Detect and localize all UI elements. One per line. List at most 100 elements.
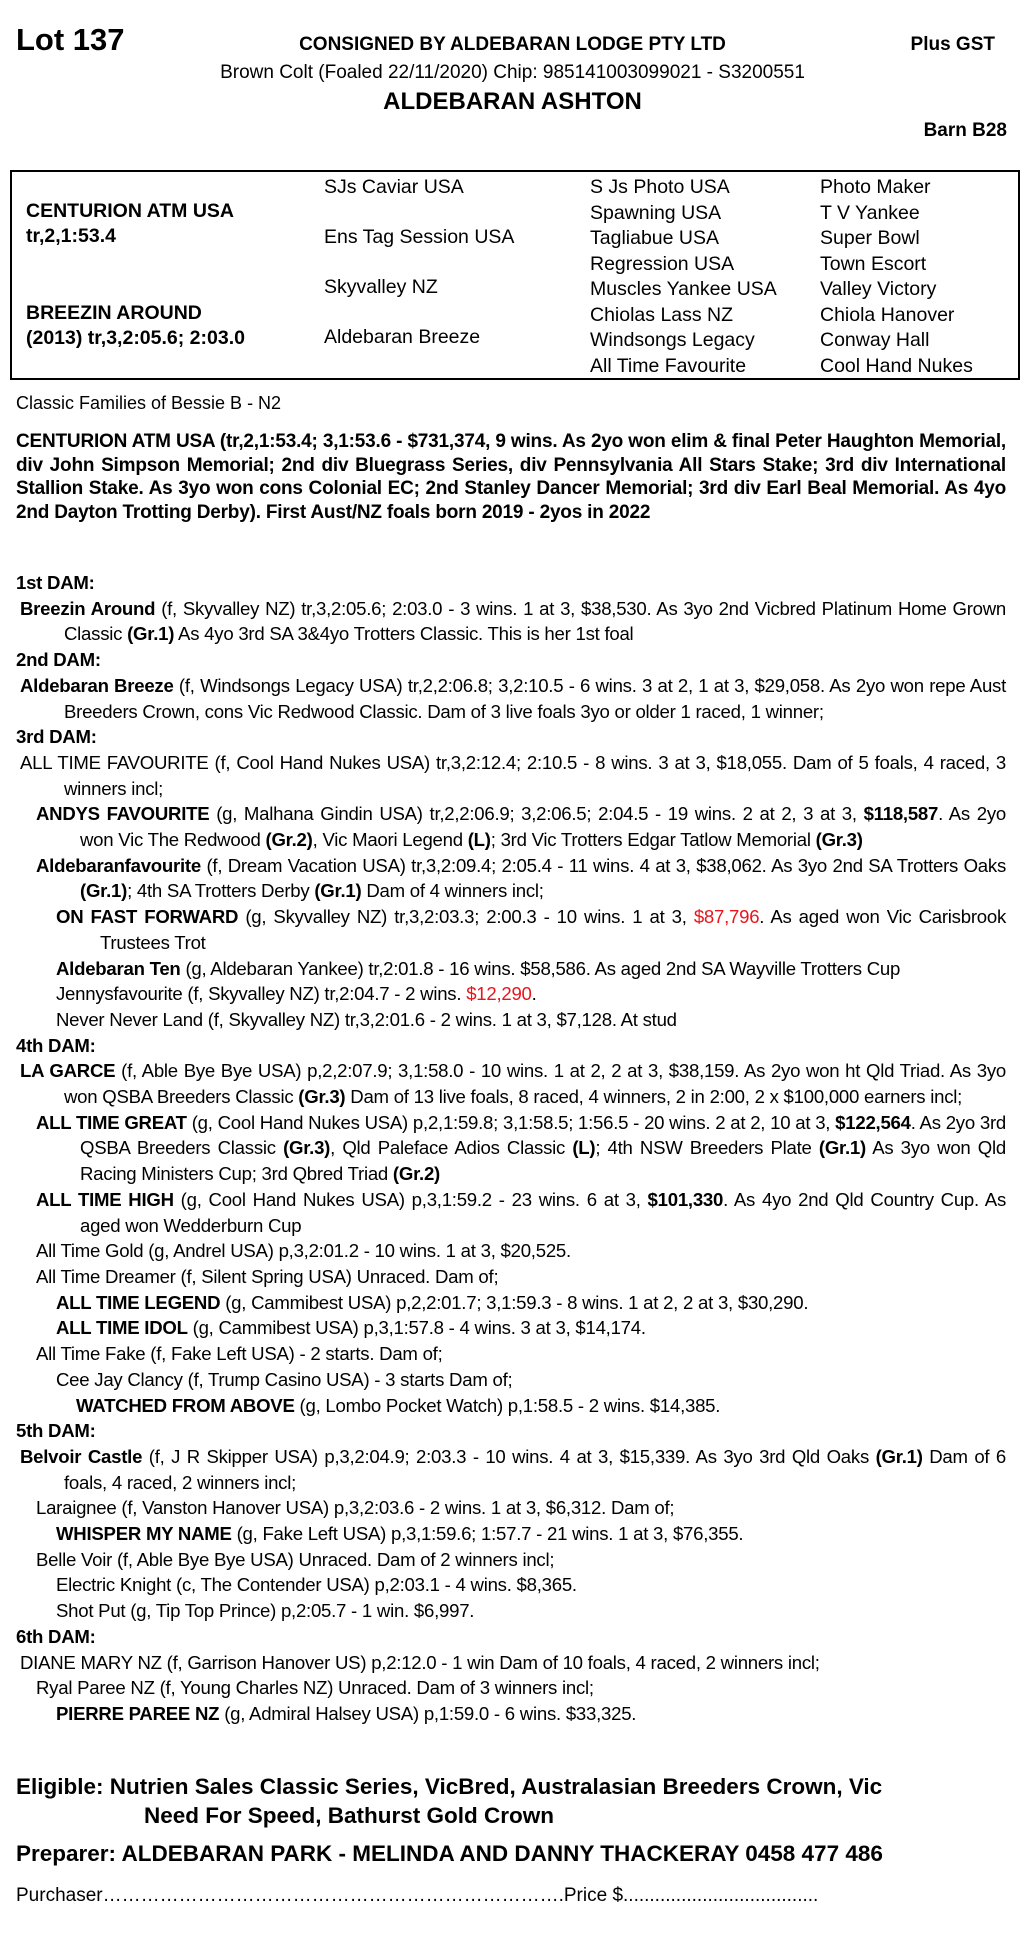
consignor: CONSIGNED BY ALDEBARAN LODGE PTY LTD: [299, 34, 726, 55]
horse-description: Brown Colt (Foaled 22/11/2020) Chip: 985…: [220, 62, 805, 83]
dam-heading: 2nd DAM:: [16, 649, 101, 671]
text: , Vic Maori Legend: [312, 829, 468, 851]
bold-text: LA GARCE: [20, 1060, 116, 1082]
pedigree-grandparent: Ens Tag Session USA: [324, 226, 515, 248]
text: Laraignee (f, Vanston Hanover USA) p,3,2…: [36, 1497, 675, 1519]
pedigree-entry: All Time Dreamer (f, Silent Spring USA) …: [16, 1264, 1006, 1290]
bold-text: (Gr.1): [818, 1137, 866, 1159]
bold-text: ALL TIME LEGEND: [56, 1291, 221, 1313]
pedigree-entry: Cee Jay Clancy (f, Trump Casino USA) - 3…: [16, 1367, 1006, 1393]
bold-text: $122,564: [835, 1111, 911, 1133]
pedigree-grandparent: Skyvalley NZ: [324, 276, 438, 298]
pedigree-ancestor: Chiola Hanover: [820, 303, 955, 326]
text: (g, Cammibest USA) p,2,2:01.7; 3,1:59.3 …: [220, 1291, 809, 1313]
pedigree-ancestor: Super Bowl: [820, 227, 920, 249]
text: . As 2yo won Vic The Redwood: [80, 803, 1006, 851]
horse-name: ALDEBARAN ASHTON: [383, 88, 642, 115]
pedigree-entry: ON FAST FORWARD (g, Skyvalley NZ) tr,3,2…: [16, 904, 1006, 955]
bold-text: WHISPER MY NAME: [56, 1523, 232, 1545]
pedigree-ancestor: Valley Victory: [820, 278, 937, 300]
text: . As aged won Vic Carisbrook Trustees Tr…: [100, 906, 1006, 953]
pedigree-entry: Never Never Land (f, Skyvalley NZ) tr,3,…: [16, 1007, 1006, 1033]
pedigree-entry: Laraignee (f, Vanston Hanover USA) p,3,2…: [16, 1495, 1006, 1521]
text: ALL TIME FAVOURITE (f, Cool Hand Nukes U…: [20, 751, 1006, 799]
bold-text: ALL TIME IDOL: [56, 1317, 188, 1339]
pedigree-grandparent: SJs Caviar USA: [324, 176, 464, 198]
text: Never Never Land (f, Skyvalley NZ) tr,3,…: [56, 1008, 677, 1030]
sire-record: tr,2,1:53.4: [26, 225, 116, 247]
dam-name: BREEZIN AROUND: [26, 302, 202, 324]
text: (g, Admiral Halsey USA) p,1:59.0 - 6 win…: [219, 1702, 637, 1724]
bold-text: (Gr.3): [298, 1086, 346, 1108]
pedigree-entry: All Time Gold (g, Andrel USA) p,3,2:01.2…: [16, 1238, 1006, 1264]
text: ; 4th NSW Breeders Plate: [595, 1137, 819, 1159]
pedigree-entry: Belvoir Castle (f, J R Skipper USA) p,3,…: [16, 1444, 1006, 1495]
pedigree-ancestor: All Time Favourite: [590, 354, 747, 377]
text: (f, Dream Vacation USA) tr,3,2:09.4; 2:0…: [200, 854, 1006, 876]
text: (g, Skyvalley NZ) tr,3,2:03.3; 2:00.3 - …: [238, 906, 694, 928]
purchaser-price-line: Purchaser……………………………………………………………….Price …: [16, 1885, 819, 1906]
pedigree-entry: WATCHED FROM ABOVE (g, Lombo Pocket Watc…: [16, 1393, 1006, 1419]
pedigree-ancestor: S Js Photo USA: [590, 176, 730, 198]
bold-text: Aldebaran Breeze: [20, 674, 174, 696]
pedigree-entry: Breezin Around (f, Skyvalley NZ) tr,3,2:…: [16, 596, 1006, 647]
sire-notes: CENTURION ATM USA (tr,2,1:53.4; 3,1:53.6…: [16, 431, 1006, 523]
pedigree-ancestor: T V Yankee: [820, 201, 920, 224]
eligibility-line: Eligible: Nutrien Sales Classic Series, …: [16, 1774, 883, 1799]
text: (f, Skyvalley NZ) tr,3,2:05.6; 2:03.0 - …: [64, 597, 1006, 645]
pedigree-ancestor: Windsongs Legacy: [590, 329, 755, 351]
lot-number: Lot 137: [16, 22, 125, 57]
bold-text: WATCHED FROM ABOVE: [76, 1394, 295, 1416]
bold-text: Aldebaranfavourite: [36, 854, 201, 876]
pedigree-entry: All Time Fake (f, Fake Left USA) - 2 sta…: [16, 1341, 1006, 1367]
pedigree-ancestor: Photo Maker: [820, 176, 931, 198]
bold-text: ALL TIME HIGH: [36, 1188, 174, 1210]
eligibility: Eligible: Nutrien Sales Classic Series, …: [16, 1772, 1016, 1830]
pedigree-entry: Jennysfavourite (f, Skyvalley NZ) tr,2:0…: [16, 981, 1006, 1007]
text: (g, Malhana Gindin USA) tr,2,2:06.9; 3,2…: [209, 803, 864, 825]
pedigree-ancestor: Spawning USA: [590, 201, 722, 224]
dam-sections: 1st DAM: Breezin Around (f, Skyvalley NZ)…: [16, 570, 1006, 1727]
dam-heading: 5th DAM:: [16, 1420, 96, 1442]
text: ; 4th SA Trotters Derby: [127, 880, 315, 902]
bold-text: (L): [572, 1137, 596, 1159]
text: . As 2yo 3rd QSBA Breeders Classic: [80, 1111, 1006, 1159]
text: Belle Voir (f, Able Bye Bye USA) Unraced…: [36, 1548, 555, 1570]
text: Cee Jay Clancy (f, Trump Casino USA) - 3…: [56, 1368, 513, 1390]
bold-text: PIERRE PAREE NZ: [56, 1702, 220, 1724]
pedigree-ancestor: Tagliabue USA: [590, 227, 719, 249]
pedigree-entry: ALL TIME FAVOURITE (f, Cool Hand Nukes U…: [16, 750, 1006, 801]
pedigree-ancestor: Chiolas Lass NZ: [590, 303, 734, 326]
text: Ryal Paree NZ (f, Young Charles NZ) Unra…: [36, 1677, 594, 1699]
text: Jennysfavourite (f, Skyvalley NZ) tr,2:0…: [56, 983, 467, 1005]
pedigree-entry: Ryal Paree NZ (f, Young Charles NZ) Unra…: [16, 1675, 1006, 1701]
text: All Time Dreamer (f, Silent Spring USA) …: [36, 1265, 499, 1287]
preparer: Preparer: ALDEBARAN PARK - MELINDA AND D…: [16, 1841, 883, 1866]
dam-record: (2013) tr,3,2:05.6; 2:03.0: [26, 327, 245, 349]
text: ; 3rd Vic Trotters Edgar Tatlow Memorial: [490, 829, 816, 851]
pedigree-entry: LA GARCE (f, Able Bye Bye USA) p,2,2:07.…: [16, 1058, 1006, 1109]
pedigree-table: CENTURION ATM USA tr,2,1:53.4 BREEZIN AR…: [10, 170, 1020, 380]
bold-text: (Gr.1): [80, 880, 128, 902]
family-line: Classic Families of Bessie B - N2: [16, 393, 282, 413]
text: .: [531, 983, 537, 1005]
sire-name: CENTURION ATM USA: [26, 200, 234, 222]
pedigree-entry: DIANE MARY NZ (f, Garrison Hanover US) p…: [16, 1650, 1006, 1676]
pedigree-entry: Shot Put (g, Tip Top Prince) p,2:05.7 - …: [16, 1598, 1006, 1624]
pedigree-ancestor: Conway Hall: [820, 329, 930, 351]
text: All Time Gold (g, Andrel USA) p,3,2:01.2…: [36, 1240, 571, 1262]
text: (g, Cool Hand Nukes USA) p,3,1:59.2 - 23…: [173, 1188, 648, 1210]
pedigree-entry: ALL TIME HIGH (g, Cool Hand Nukes USA) p…: [16, 1187, 1006, 1238]
pedigree-entry: Belle Voir (f, Able Bye Bye USA) Unraced…: [16, 1547, 1006, 1573]
bold-text: (Gr.3): [815, 829, 863, 851]
text: (f, J R Skipper USA) p,3,2:04.9; 2:03.3 …: [142, 1445, 876, 1467]
text: Electric Knight (c, The Contender USA) p…: [56, 1574, 577, 1596]
pedigree-entry: WHISPER MY NAME (g, Fake Left USA) p,3,1…: [16, 1521, 1006, 1547]
text: (g, Lombo Pocket Watch) p,1:58.5 - 2 win…: [294, 1394, 721, 1416]
text: (g, Cammibest USA) p,3,1:57.8 - 4 wins. …: [187, 1317, 646, 1339]
text: Dam of 13 live foals, 8 raced, 4 winners…: [345, 1086, 963, 1108]
pedigree-entry: Aldebaranfavourite (f, Dream Vacation US…: [16, 853, 1006, 904]
bold-text: $101,330: [647, 1188, 724, 1210]
bold-text: (Gr.3): [283, 1137, 331, 1159]
dam-heading: 1st DAM:: [16, 572, 95, 593]
